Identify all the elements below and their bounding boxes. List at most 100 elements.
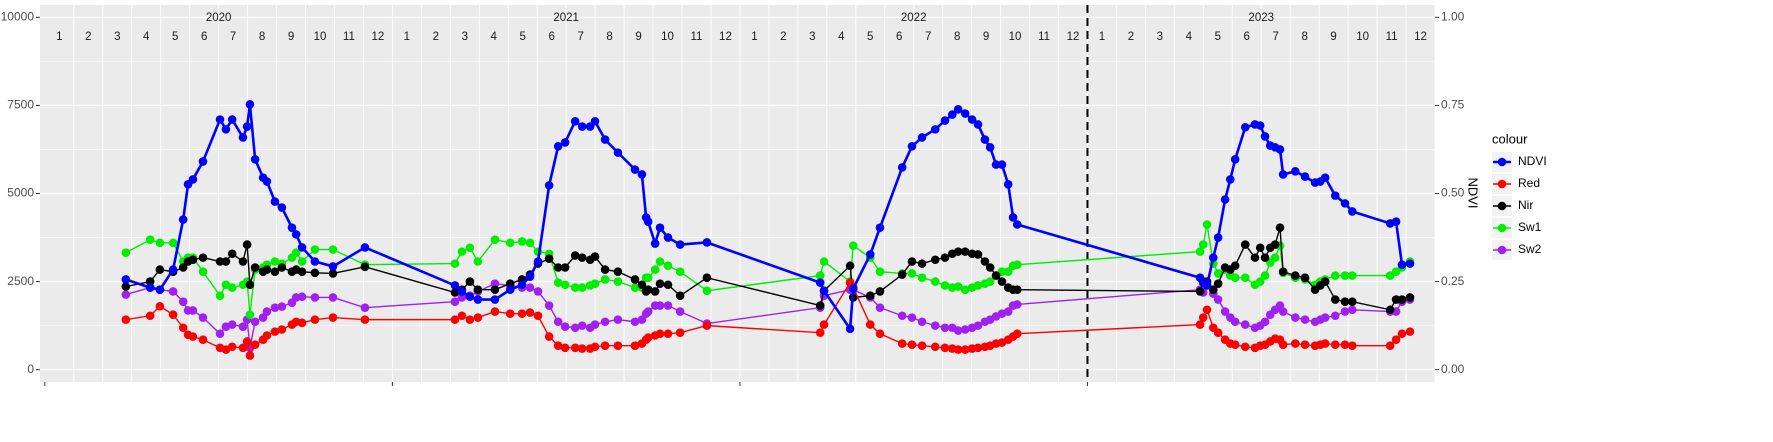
point bbox=[1230, 317, 1240, 327]
point bbox=[291, 230, 301, 239]
point bbox=[121, 248, 131, 257]
point bbox=[643, 217, 653, 226]
point bbox=[553, 278, 563, 287]
point bbox=[1330, 311, 1340, 321]
point bbox=[553, 317, 563, 327]
point bbox=[1278, 267, 1288, 277]
point bbox=[1347, 207, 1357, 216]
point bbox=[238, 343, 248, 353]
point bbox=[310, 268, 320, 278]
y-tick-label: 10000 bbox=[1, 10, 35, 24]
point bbox=[897, 311, 907, 321]
point bbox=[277, 263, 287, 272]
point bbox=[1012, 220, 1022, 229]
point bbox=[600, 265, 610, 274]
point bbox=[675, 240, 685, 249]
y-tick-label: 0 bbox=[27, 362, 34, 376]
point bbox=[121, 315, 131, 324]
point bbox=[1198, 240, 1208, 249]
point bbox=[613, 277, 623, 286]
y2-axis-title: NDVI bbox=[1466, 177, 1481, 208]
point bbox=[221, 257, 231, 266]
month-label: 6 bbox=[201, 31, 207, 43]
point bbox=[1340, 307, 1350, 316]
point bbox=[270, 267, 280, 277]
point bbox=[277, 325, 287, 334]
point bbox=[121, 290, 131, 299]
point bbox=[270, 303, 280, 312]
point bbox=[262, 177, 272, 186]
point bbox=[297, 318, 307, 328]
point bbox=[525, 238, 535, 248]
point bbox=[1240, 273, 1250, 283]
point bbox=[643, 273, 653, 283]
point bbox=[630, 283, 640, 292]
point bbox=[1340, 199, 1350, 208]
month-label: 8 bbox=[954, 31, 960, 43]
point bbox=[1300, 273, 1310, 283]
point bbox=[577, 283, 587, 292]
month-label: 3 bbox=[114, 31, 120, 43]
point bbox=[875, 329, 885, 339]
point bbox=[577, 253, 587, 262]
point bbox=[953, 345, 963, 354]
point bbox=[465, 243, 475, 253]
point bbox=[655, 301, 665, 310]
point bbox=[238, 322, 248, 331]
point bbox=[178, 215, 188, 224]
point bbox=[198, 253, 208, 262]
point bbox=[227, 115, 237, 124]
point bbox=[242, 240, 252, 249]
point bbox=[1230, 340, 1240, 349]
month-label: 9 bbox=[1330, 31, 1336, 43]
point bbox=[917, 273, 927, 283]
point bbox=[465, 292, 475, 302]
point bbox=[960, 109, 970, 118]
point bbox=[262, 265, 272, 274]
point bbox=[262, 307, 272, 316]
point bbox=[940, 323, 950, 333]
month-label: 12 bbox=[372, 31, 385, 43]
year-label: 2023 bbox=[1248, 12, 1274, 24]
point bbox=[897, 270, 907, 279]
legend-point bbox=[1497, 157, 1507, 167]
point bbox=[675, 291, 685, 300]
point bbox=[178, 323, 188, 333]
point bbox=[450, 281, 460, 290]
point bbox=[1260, 132, 1270, 141]
point bbox=[973, 321, 983, 330]
point bbox=[1240, 240, 1250, 249]
point bbox=[1405, 327, 1415, 336]
point bbox=[1300, 340, 1310, 349]
point bbox=[953, 326, 963, 335]
point bbox=[1340, 271, 1350, 280]
month-label: 4 bbox=[1186, 31, 1193, 43]
point bbox=[1012, 285, 1022, 294]
legend-label: Sw2 bbox=[1518, 242, 1542, 256]
year-label: 2021 bbox=[553, 12, 579, 24]
point bbox=[553, 263, 563, 272]
point bbox=[450, 259, 460, 268]
point bbox=[1260, 271, 1270, 280]
point bbox=[490, 295, 500, 304]
point bbox=[819, 286, 829, 296]
point bbox=[875, 267, 885, 277]
point bbox=[250, 263, 260, 272]
point bbox=[121, 282, 131, 291]
month-label: 5 bbox=[1215, 31, 1221, 43]
point bbox=[675, 267, 685, 277]
point bbox=[1405, 259, 1415, 268]
point bbox=[198, 335, 208, 345]
point bbox=[630, 317, 640, 327]
point bbox=[1330, 295, 1340, 304]
point bbox=[930, 321, 940, 330]
point bbox=[560, 280, 570, 290]
point bbox=[815, 278, 825, 287]
point bbox=[930, 125, 940, 134]
point bbox=[845, 324, 855, 334]
month-label: 11 bbox=[1386, 31, 1398, 43]
point bbox=[663, 233, 673, 242]
y2-tick-label: 0.75 bbox=[1441, 98, 1465, 112]
point bbox=[145, 277, 155, 286]
point bbox=[1230, 273, 1240, 283]
